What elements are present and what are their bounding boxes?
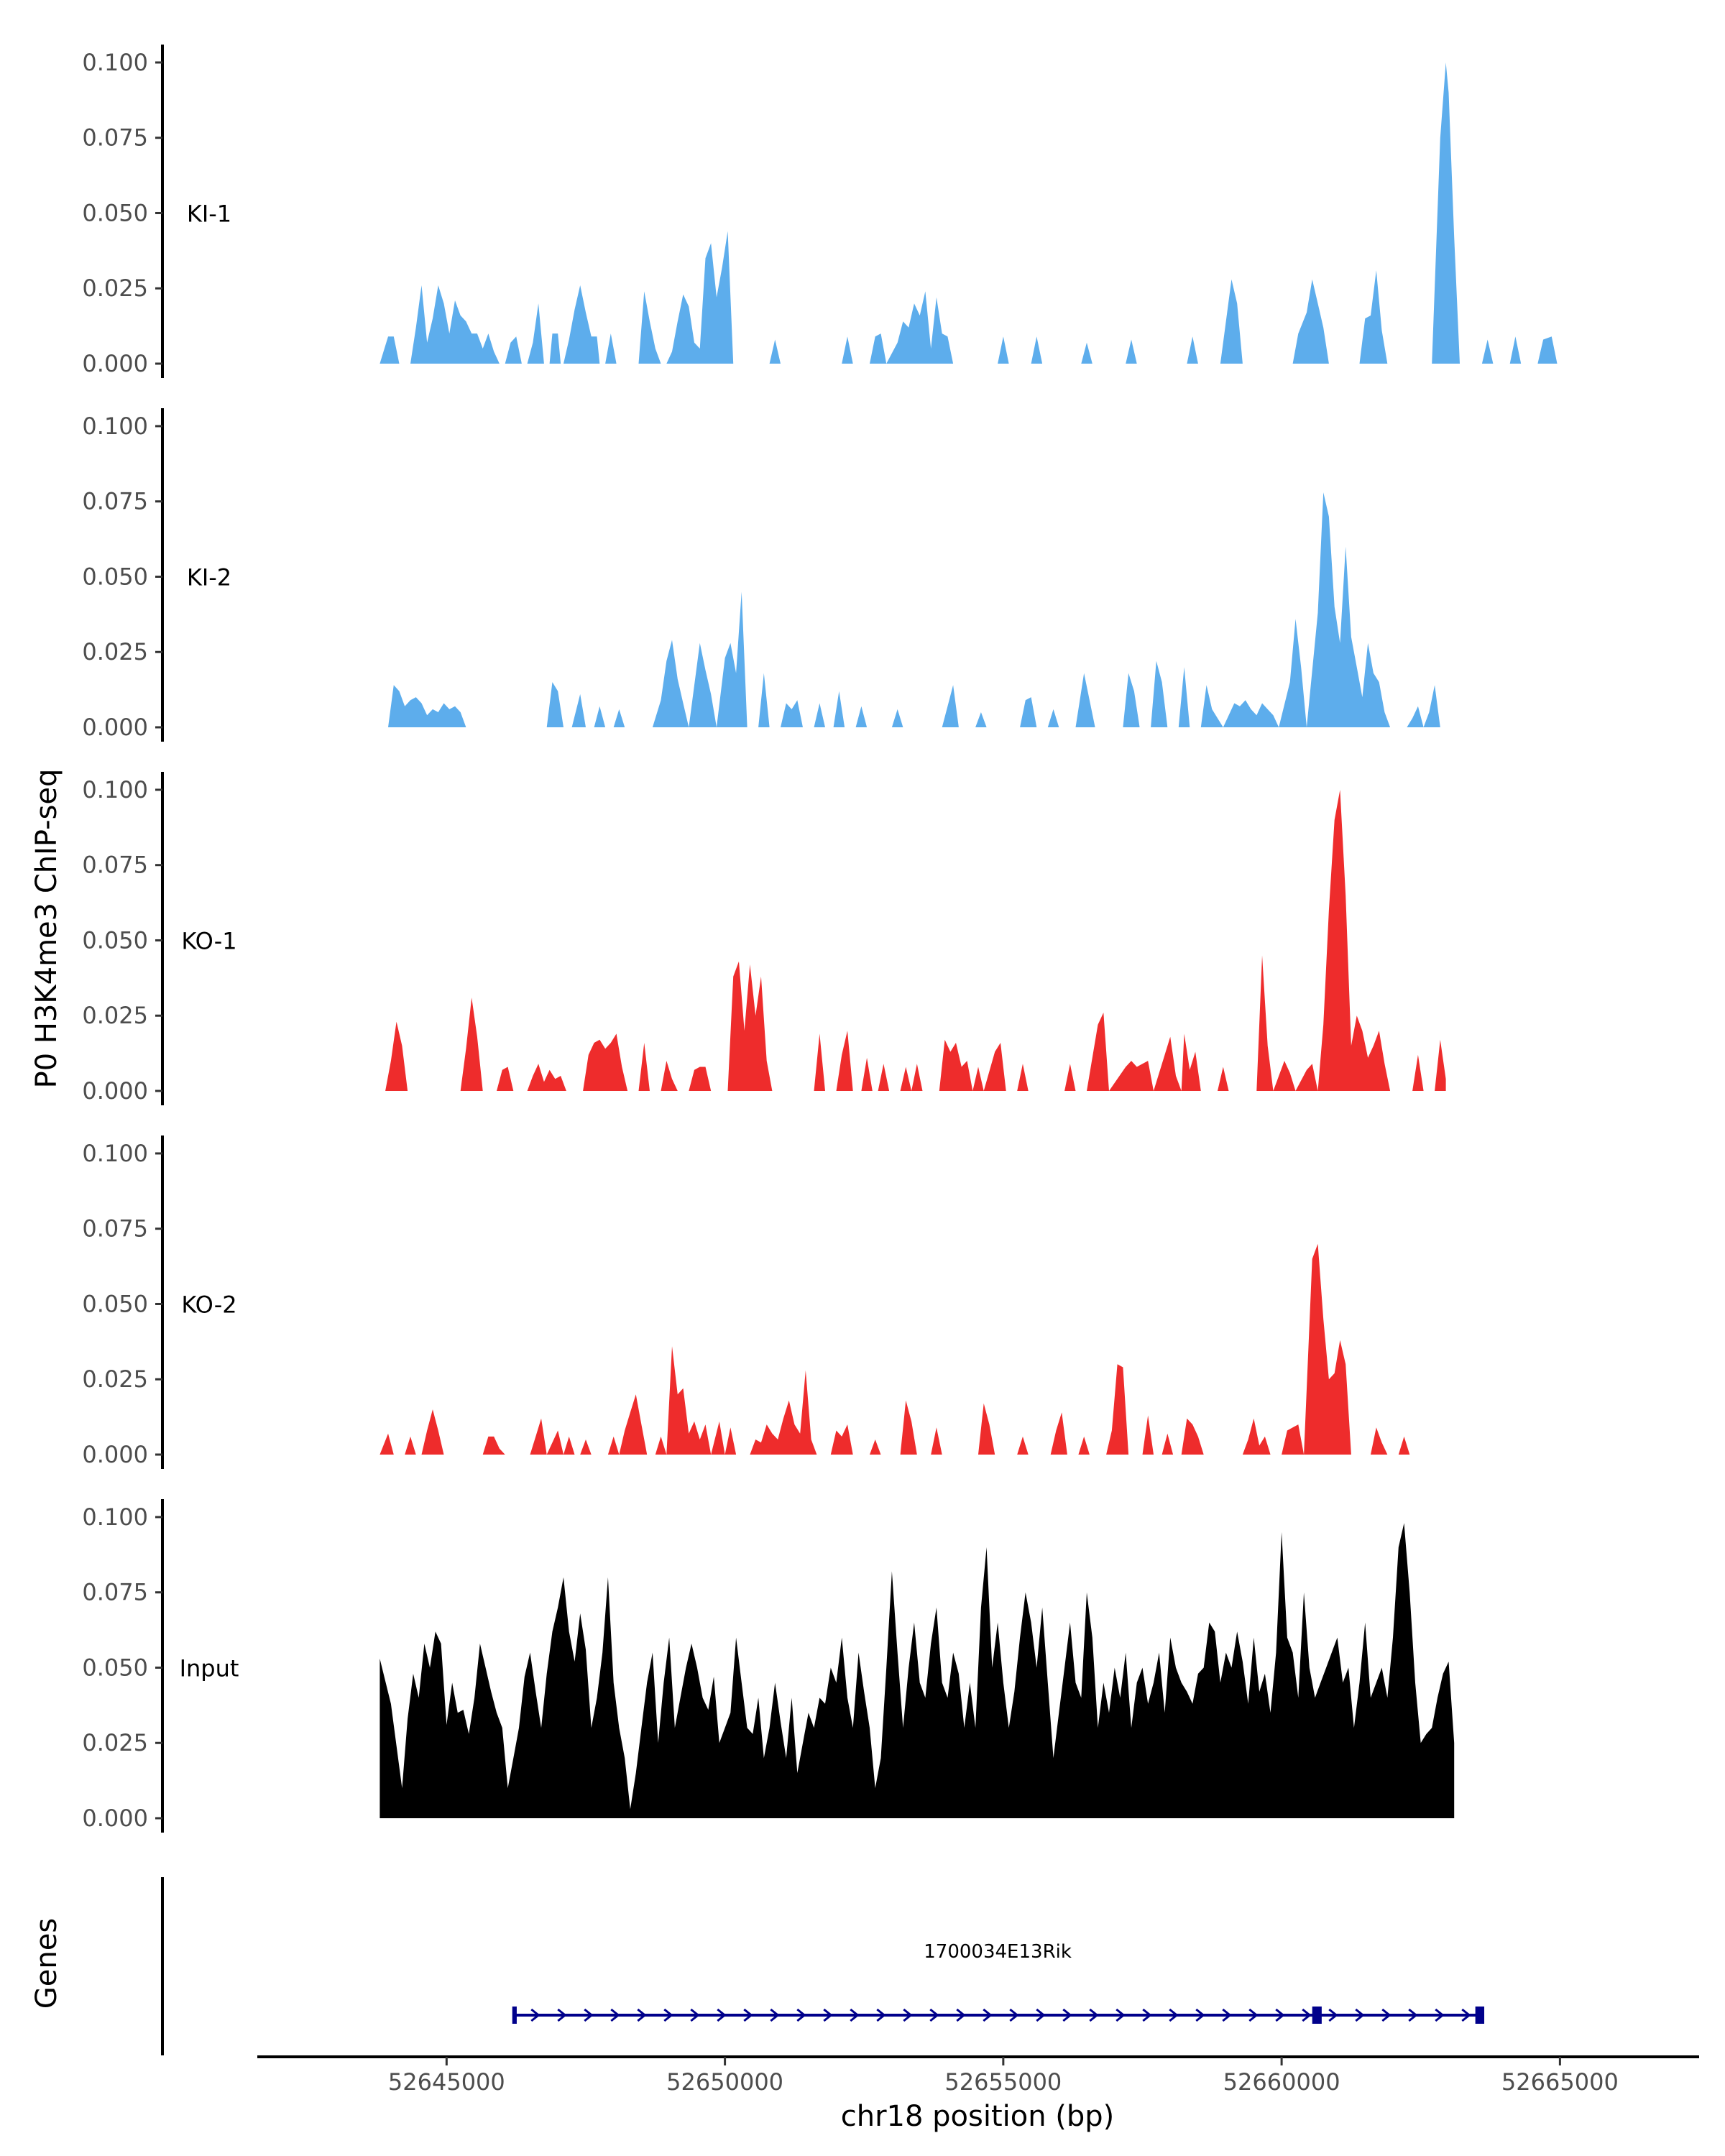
y-tick-label: 0.025 xyxy=(82,1365,148,1393)
strand-arrow xyxy=(1435,2008,1445,2022)
y-tick-label: 0.050 xyxy=(82,199,148,226)
y-tick-label: 0.075 xyxy=(82,124,148,152)
tracks-group: 0.0000.0250.0500.0750.100KI-10.0000.0250… xyxy=(82,45,1558,1833)
y-tick-label: 0.050 xyxy=(82,1290,148,1317)
y-tick-label: 0.100 xyxy=(82,776,148,803)
track-ki-2: 0.000 0.025 0.050 0.075 0.100 KI-2 xyxy=(82,408,1440,742)
signal-area xyxy=(385,790,1446,1091)
strand-arrow xyxy=(1222,2008,1232,2022)
x-tick-label: 52655000 xyxy=(944,2068,1062,2096)
strand-arrow xyxy=(610,2008,620,2022)
signal-area xyxy=(380,1243,1410,1455)
strand-arrow xyxy=(1355,2008,1365,2022)
strand-arrow xyxy=(1089,2008,1099,2022)
y-tick-label: 0.025 xyxy=(82,1729,148,1756)
strand-arrow xyxy=(584,2008,594,2022)
track-ko-1: 0.000 0.025 0.050 0.075 0.100 KO-1 xyxy=(82,772,1446,1105)
strand-arrow xyxy=(1142,2008,1152,2022)
strand-arrow xyxy=(796,2008,806,2022)
track-input: 0.000 0.025 0.050 0.075 0.100 Input xyxy=(82,1499,1455,1833)
strand-arrow xyxy=(823,2008,833,2022)
y-tick-label: 0.050 xyxy=(82,563,148,590)
x-tick-label: 52660000 xyxy=(1223,2068,1340,2096)
exon-block xyxy=(1312,2007,1322,2024)
strand-arrow xyxy=(983,2008,993,2022)
y-tick-label: 0.075 xyxy=(82,852,148,879)
strand-arrow xyxy=(1461,2008,1471,2022)
y-tick-label: 0.075 xyxy=(82,1215,148,1243)
strand-arrow xyxy=(663,2008,673,2022)
genes-panel-label: Genes xyxy=(30,1918,63,2009)
signal-area xyxy=(388,492,1440,727)
strand-arrow xyxy=(903,2008,913,2022)
strand-arrow xyxy=(690,2008,700,2022)
strand-arrow xyxy=(1302,2008,1312,2022)
y-tick-label: 0.000 xyxy=(82,1805,148,1832)
y-tick-label: 0.025 xyxy=(82,275,148,302)
y-tick-label: 0.075 xyxy=(82,1579,148,1606)
strand-arrow xyxy=(1062,2008,1072,2022)
track-label: KO-2 xyxy=(181,1291,236,1318)
strand-arrow xyxy=(1195,2008,1205,2022)
y-tick-label: 0.000 xyxy=(82,714,148,741)
x-axis: 52645000 52650000 52655000 52660000 52665000 xyxy=(257,2055,1699,2096)
x-tick-label: 52650000 xyxy=(666,2068,783,2096)
strand-arrow xyxy=(1408,2008,1418,2022)
exon-block xyxy=(1475,2007,1485,2024)
strand-arrow xyxy=(1248,2008,1259,2022)
y-tick-label: 0.100 xyxy=(82,413,148,440)
strand-arrow xyxy=(530,2008,540,2022)
y-tick-label: 0.050 xyxy=(82,926,148,954)
track-ko-2: 0.000 0.025 0.050 0.075 0.100 KO-2 xyxy=(82,1135,1410,1469)
strand-arrow xyxy=(956,2008,966,2022)
track-label: KO-1 xyxy=(181,927,236,954)
track-ki-1: 0.000 0.025 0.050 0.075 0.100 KI-1 xyxy=(82,45,1558,378)
y-axis-title: P0 H3K4me3 ChIP-seq xyxy=(30,769,63,1089)
strand-arrow xyxy=(717,2008,727,2022)
track-label: KI-1 xyxy=(187,200,231,227)
exon-block xyxy=(512,2007,517,2024)
strand-arrow xyxy=(770,2008,780,2022)
x-tick-label: 52645000 xyxy=(388,2068,505,2096)
strand-arrow xyxy=(637,2008,647,2022)
y-tick-label: 0.000 xyxy=(82,350,148,377)
strand-arrow xyxy=(1116,2008,1126,2022)
signal-area xyxy=(380,63,1558,364)
y-tick-label: 0.100 xyxy=(82,49,148,76)
x-axis-title: chr18 position (bp) xyxy=(841,2100,1115,2133)
strand-arrow xyxy=(1009,2008,1019,2022)
strand-arrow xyxy=(743,2008,753,2022)
y-tick-label: 0.100 xyxy=(82,1503,148,1531)
strand-arrow xyxy=(1275,2008,1285,2022)
strand-arrow xyxy=(876,2008,886,2022)
signal-area xyxy=(380,1523,1455,1818)
y-tick-label: 0.000 xyxy=(82,1077,148,1105)
y-tick-label: 0.025 xyxy=(82,638,148,665)
strand-arrow xyxy=(1169,2008,1179,2022)
track-label: KI-2 xyxy=(187,563,231,591)
y-tick-label: 0.100 xyxy=(82,1140,148,1167)
genes-panel: Genes 1700034E13Rik xyxy=(30,1877,1485,2055)
gene-name-label: 1700034E13Rik xyxy=(924,1941,1072,1963)
y-tick-label: 0.075 xyxy=(82,488,148,515)
strand-arrow xyxy=(850,2008,860,2022)
y-tick-label: 0.050 xyxy=(82,1654,148,1681)
y-tick-label: 0.025 xyxy=(82,1002,148,1029)
x-tick-label: 52665000 xyxy=(1501,2068,1619,2096)
strand-arrow xyxy=(1328,2008,1338,2022)
strand-arrow xyxy=(557,2008,567,2022)
y-tick-label: 0.000 xyxy=(82,1441,148,1468)
strand-arrow xyxy=(1036,2008,1046,2022)
track-label: Input xyxy=(180,1654,239,1682)
strand-arrow xyxy=(929,2008,939,2022)
strand-arrow xyxy=(1381,2008,1392,2022)
